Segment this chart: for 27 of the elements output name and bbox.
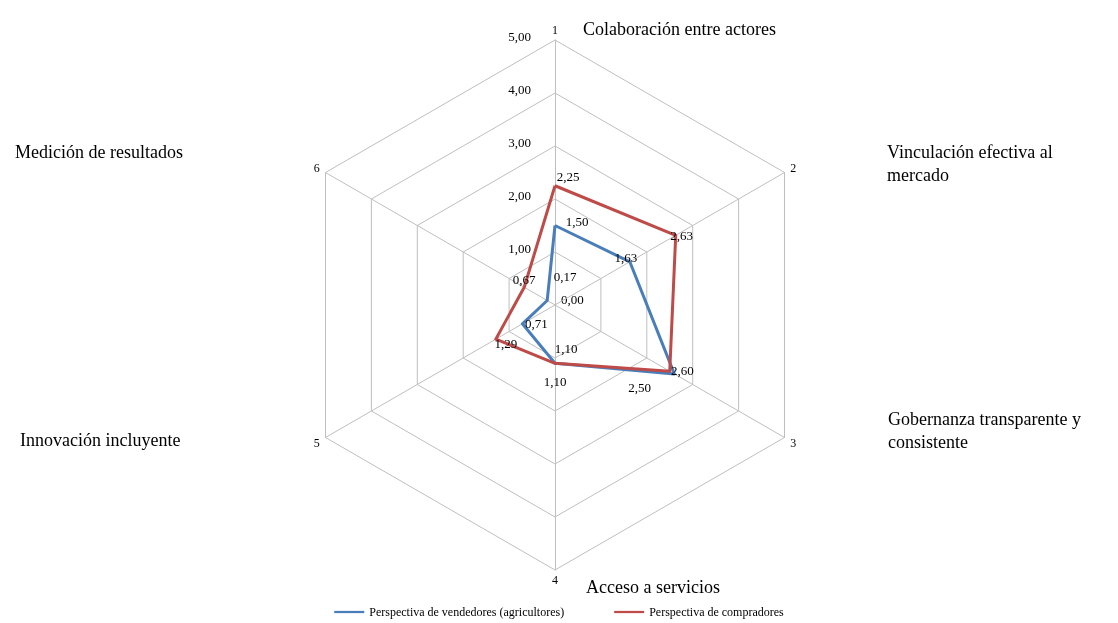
text: 3 <box>790 435 797 450</box>
spoke-label: Medición de resultados <box>15 141 183 162</box>
text: 6 <box>313 160 320 175</box>
legend-label: Perspectiva de vendedores (agricultores) <box>369 605 565 619</box>
data-label: 1,50 <box>565 214 589 229</box>
y-tick-label: 1,00 <box>508 240 531 256</box>
y-tick-label: 3,00 <box>508 134 531 150</box>
y-tick-label: 4,00 <box>508 81 531 97</box>
spoke-label: Innovación incluyente <box>20 429 181 450</box>
text: 2 <box>790 160 797 175</box>
text: 4 <box>552 573 558 587</box>
text: 5 <box>313 435 320 450</box>
data-label: 0,17 <box>553 268 578 284</box>
spoke-label: Gobernanza transparente y consistente <box>888 408 1086 452</box>
data-label: 1,10 <box>543 373 567 389</box>
data-label: 1,10 <box>554 340 578 356</box>
data-label: 2,50 <box>628 379 652 395</box>
y-tick-label: 5,00 <box>508 28 531 44</box>
y-tick-label: 0,00 <box>561 291 584 307</box>
legend-label: Perspectiva de compradores <box>649 605 785 619</box>
data-label: 2,25 <box>556 169 580 185</box>
spoke-label: Vinculación efectiva al mercado <box>887 141 1058 185</box>
spoke-label: Acceso a servicios <box>586 576 720 597</box>
spoke-label: Colaboración entre actores <box>583 18 776 39</box>
text: 1 <box>552 23 558 37</box>
y-tick-label: 2,00 <box>508 187 531 203</box>
data-label: 0,71 <box>525 316 548 332</box>
